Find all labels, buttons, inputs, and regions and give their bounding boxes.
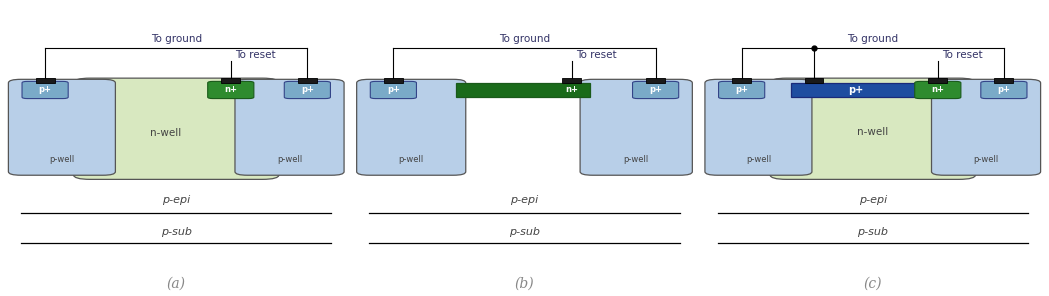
Bar <box>994 78 1013 83</box>
FancyBboxPatch shape <box>580 79 692 175</box>
FancyBboxPatch shape <box>981 81 1027 99</box>
Text: n-well: n-well <box>150 128 181 138</box>
Bar <box>732 78 751 83</box>
Text: To ground: To ground <box>499 34 550 44</box>
Bar <box>646 78 665 83</box>
Text: To reset: To reset <box>576 50 617 60</box>
Text: To ground: To ground <box>848 34 898 44</box>
FancyBboxPatch shape <box>915 81 961 99</box>
Text: n+: n+ <box>932 86 944 94</box>
Text: p+: p+ <box>39 86 51 94</box>
Text: p-sub: p-sub <box>857 227 889 237</box>
Text: p-well: p-well <box>277 155 302 164</box>
Text: p-epi: p-epi <box>859 195 886 205</box>
Text: n-well: n-well <box>857 127 889 137</box>
Text: p+: p+ <box>848 85 863 95</box>
FancyBboxPatch shape <box>235 79 344 175</box>
Text: p-well: p-well <box>399 155 424 164</box>
FancyBboxPatch shape <box>22 81 68 99</box>
FancyBboxPatch shape <box>719 81 765 99</box>
Bar <box>928 78 947 83</box>
Text: p-well: p-well <box>973 155 999 164</box>
FancyBboxPatch shape <box>8 79 115 175</box>
Text: p-well: p-well <box>49 155 74 164</box>
FancyBboxPatch shape <box>633 81 679 99</box>
Text: p-well: p-well <box>746 155 771 164</box>
FancyBboxPatch shape <box>208 81 254 99</box>
Bar <box>221 78 240 83</box>
Text: To ground: To ground <box>151 34 201 44</box>
Text: p+: p+ <box>387 86 400 94</box>
FancyBboxPatch shape <box>370 81 416 99</box>
Text: n+: n+ <box>224 86 237 94</box>
FancyBboxPatch shape <box>705 79 812 175</box>
Text: p+: p+ <box>301 86 314 94</box>
Bar <box>562 78 581 83</box>
Text: p-sub: p-sub <box>160 227 192 237</box>
Text: (b): (b) <box>515 277 534 291</box>
Text: p-well: p-well <box>623 155 649 164</box>
FancyBboxPatch shape <box>357 79 466 175</box>
Bar <box>298 78 317 83</box>
FancyBboxPatch shape <box>73 78 279 179</box>
FancyBboxPatch shape <box>284 81 330 99</box>
FancyBboxPatch shape <box>932 79 1041 175</box>
Text: p+: p+ <box>735 86 748 94</box>
Bar <box>456 83 590 97</box>
Text: To reset: To reset <box>235 50 276 60</box>
FancyBboxPatch shape <box>770 78 976 179</box>
Text: (c): (c) <box>863 277 882 291</box>
Bar <box>791 83 920 97</box>
Text: p-epi: p-epi <box>163 195 190 205</box>
Text: n+: n+ <box>565 86 578 94</box>
Bar <box>36 78 55 83</box>
Text: To reset: To reset <box>942 50 983 60</box>
Text: p+: p+ <box>998 86 1010 94</box>
Text: p+: p+ <box>649 86 662 94</box>
Text: (a): (a) <box>167 277 186 291</box>
Bar <box>384 78 403 83</box>
Bar <box>805 78 823 83</box>
Text: p-epi: p-epi <box>511 195 538 205</box>
Text: p-sub: p-sub <box>509 227 540 237</box>
